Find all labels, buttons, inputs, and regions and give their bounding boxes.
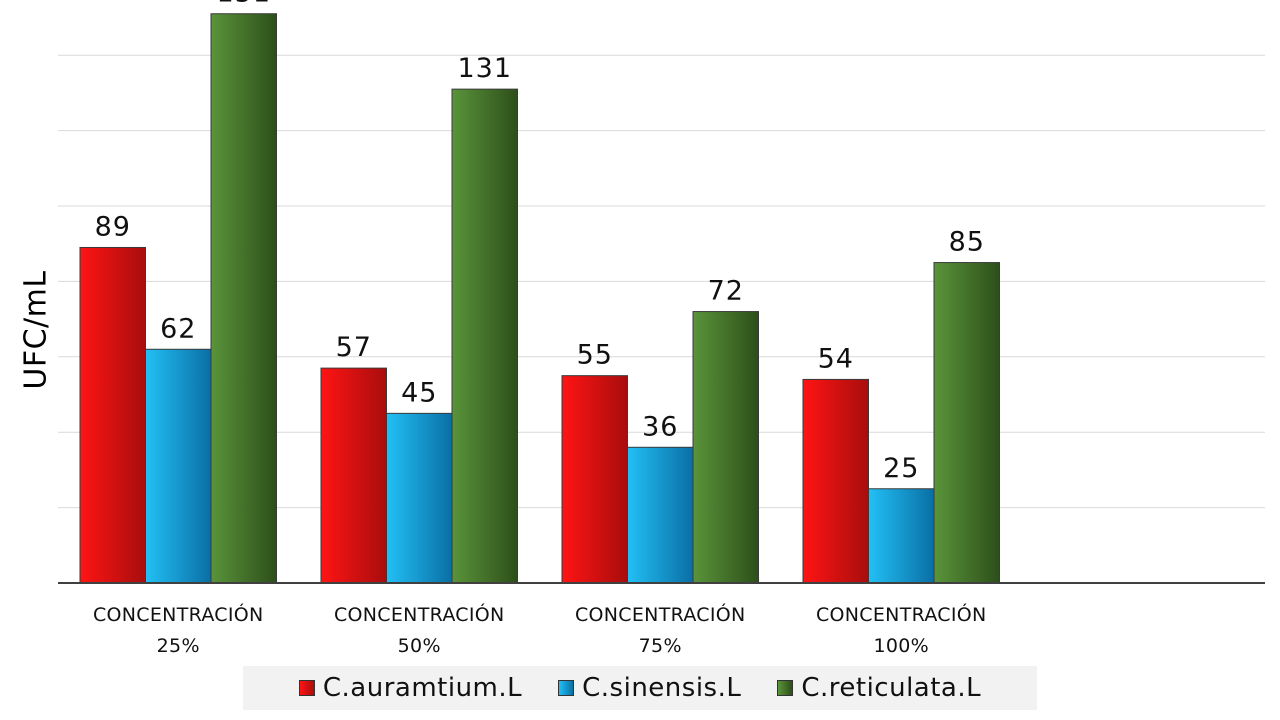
legend-swatch-green	[777, 680, 794, 696]
y-axis-label: UFC/mL	[18, 270, 54, 390]
data-label: 57	[336, 332, 372, 363]
legend-label: C.reticulata.L	[801, 673, 982, 703]
data-label: 25	[883, 453, 919, 484]
x-tick-label-line: CONCENTRACIÓN	[333, 604, 505, 626]
x-tick-label-line: CONCENTRACIÓN	[574, 604, 746, 626]
legend-swatch-blue	[558, 680, 575, 696]
x-tick-label-line: 50%	[397, 635, 441, 657]
data-label: 85	[949, 227, 985, 258]
data-label: 54	[818, 343, 854, 374]
bar-c-reticulata-l-2	[692, 311, 759, 584]
data-label: 62	[160, 313, 196, 344]
legend: C.auramtium.L C.sinensis.L C.reticulata.…	[243, 666, 1037, 710]
x-tick-label-line: CONCENTRACIÓN	[815, 604, 987, 626]
bar-c-auramtium-l-0	[79, 246, 146, 584]
data-label: 55	[577, 340, 613, 371]
x-tick-label: CONCENTRACIÓN 75%	[540, 600, 780, 662]
bar-c-sinensis-l-3	[868, 488, 935, 584]
legend-item: C.sinensis.L	[558, 673, 741, 703]
legend-swatch-red	[298, 680, 315, 696]
data-label: 36	[642, 411, 678, 442]
legend-label: C.auramtium.L	[322, 673, 523, 703]
bar-c-auramtium-l-1	[320, 367, 387, 584]
data-label: 131	[457, 53, 512, 84]
bar-c-reticulata-l-1	[451, 88, 518, 584]
x-tick-label: CONCENTRACIÓN 25%	[58, 600, 298, 662]
x-tick-label-line: 100%	[873, 635, 930, 657]
data-label: 89	[95, 211, 131, 242]
bar-c-sinensis-l-2	[627, 446, 694, 584]
bar-c-sinensis-l-1	[386, 412, 453, 584]
x-tick-label-line: CONCENTRACIÓN	[92, 604, 264, 626]
bar-c-auramtium-l-2	[561, 375, 628, 584]
bar-c-reticulata-l-3	[933, 262, 1000, 584]
bars	[79, 13, 1000, 584]
bar-c-auramtium-l-3	[802, 378, 869, 584]
data-label: 72	[708, 276, 744, 307]
legend-item: C.reticulata.L	[777, 673, 981, 703]
bar-c-sinensis-l-0	[145, 348, 212, 584]
data-labels: 89 57 55 54 62 45 36 25 151 131 72 85	[95, 0, 985, 484]
bar-c-reticulata-l-0	[210, 13, 277, 584]
data-label: 45	[401, 377, 437, 408]
x-tick-label: CONCENTRACIÓN 100%	[781, 600, 1021, 662]
x-tick-label-line: 25%	[156, 635, 200, 657]
legend-item: C.auramtium.L	[298, 673, 523, 703]
data-label: 151	[216, 0, 271, 9]
x-tick-label: CONCENTRACIÓN 50%	[299, 600, 539, 662]
legend-label: C.sinensis.L	[582, 673, 742, 703]
x-tick-label-line: 75%	[638, 635, 682, 657]
